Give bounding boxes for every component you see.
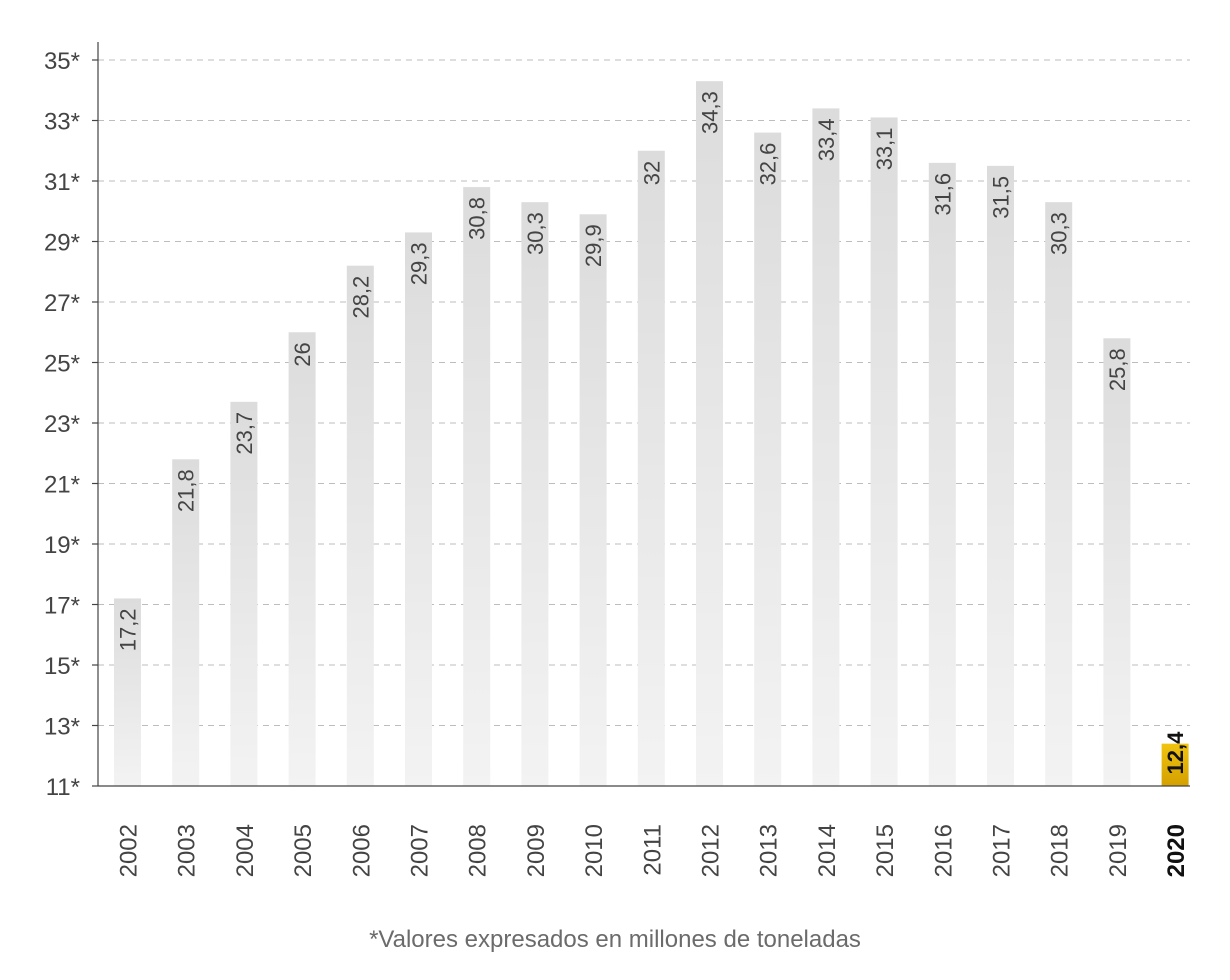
- data-label: 32,6: [756, 143, 781, 186]
- x-tick-label: 2012: [698, 824, 725, 877]
- y-tick-label: 31*: [44, 169, 80, 196]
- bar-2011: [637, 150, 665, 786]
- x-tick-label: 2015: [872, 824, 899, 877]
- bar-2009: [521, 202, 549, 787]
- y-tick-label: 11*: [46, 774, 80, 801]
- x-tick-label: 2005: [290, 824, 317, 877]
- x-tick-label: 2002: [116, 824, 143, 877]
- data-label: 33,4: [814, 118, 839, 161]
- data-label: 17,2: [116, 608, 141, 651]
- x-tick-label: 2013: [756, 824, 783, 877]
- data-label: 30,3: [523, 212, 548, 255]
- y-tick-label: 23*: [44, 411, 80, 438]
- data-label: 30,3: [1047, 212, 1072, 255]
- y-tick-label: 21*: [44, 472, 80, 499]
- bar-2015: [870, 117, 898, 787]
- bar-2006: [346, 265, 374, 786]
- data-label: 28,2: [348, 276, 373, 319]
- bar-2005: [288, 332, 316, 786]
- bar-2013: [754, 132, 782, 787]
- data-label: 31,6: [930, 173, 955, 216]
- bar-2007: [405, 232, 432, 787]
- y-tick-label: 13*: [44, 714, 80, 741]
- data-label: 32: [639, 161, 664, 185]
- x-tick-label: 2017: [989, 824, 1016, 877]
- data-label: 30,8: [465, 197, 490, 240]
- bar-2010: [579, 214, 607, 786]
- bar-2014: [812, 108, 840, 786]
- y-tick-label: 35*: [44, 48, 80, 75]
- bars: [114, 81, 1189, 787]
- y-tick-label: 19*: [44, 532, 80, 559]
- x-tick-label: 2016: [930, 824, 957, 877]
- x-tick-label: 2009: [523, 824, 550, 877]
- data-label: 29,3: [407, 242, 432, 285]
- y-tick-label: 25*: [44, 351, 80, 378]
- x-tick-label: 2008: [465, 824, 492, 877]
- data-labels: 17,2 21,8 23,7 26 28,2 29,3 30,8 30,3 29,9 32 34,3…: [116, 91, 1189, 774]
- bar-2020: [1161, 743, 1189, 786]
- x-tick-label: 2019: [1105, 824, 1132, 877]
- y-tick-label: 29*: [44, 230, 80, 257]
- chart-footnote: *Valores expresados en millones de tonel…: [369, 926, 861, 953]
- data-label: 29,9: [581, 224, 606, 267]
- data-label: 33,1: [872, 127, 897, 170]
- data-label: 25,8: [1105, 348, 1130, 391]
- data-label: 34,3: [698, 91, 723, 134]
- bar-2003: [172, 459, 200, 786]
- bar-2008: [463, 187, 491, 787]
- x-tick-label: 2007: [407, 824, 434, 877]
- x-tick-label: 2004: [232, 824, 259, 877]
- data-label: 23,7: [232, 412, 257, 455]
- y-tick-label: 17*: [44, 593, 80, 620]
- y-tick-label: 33*: [44, 109, 80, 136]
- bar-2004: [230, 401, 258, 786]
- x-tick-label: 2020: [1163, 824, 1190, 877]
- x-tick-label: 2006: [348, 824, 375, 877]
- bar-2002: [114, 598, 141, 786]
- x-tick-label: 2011: [639, 824, 666, 876]
- y-axis-tick-labels: 11* 13* 15* 17* 19* 21* 23* 25* 27* 29* 31* 33* 35*: [44, 48, 80, 801]
- data-label: 21,8: [174, 469, 199, 512]
- data-label: 26: [290, 342, 315, 366]
- axes: [92, 42, 1190, 787]
- bar-2012: [696, 81, 723, 787]
- data-label: 12,4: [1163, 731, 1188, 775]
- x-tick-label: 2018: [1047, 824, 1074, 877]
- grid-lines: [98, 59, 1190, 726]
- y-tick-label: 15*: [44, 653, 80, 680]
- bar-2019: [1103, 338, 1131, 786]
- x-tick-label: 2010: [581, 824, 608, 877]
- bar-2018: [1045, 202, 1073, 787]
- y-tick-label: 27*: [44, 290, 80, 317]
- bar-2016: [928, 162, 956, 787]
- x-tick-label: 2003: [174, 824, 201, 877]
- x-axis-tick-labels: 2002 2003 2004 2005 2006 2007 2008 2009 2010 2011…: [116, 824, 1191, 877]
- bar-2017: [987, 165, 1014, 786]
- x-tick-label: 2014: [814, 824, 841, 877]
- data-label: 31,5: [989, 176, 1014, 219]
